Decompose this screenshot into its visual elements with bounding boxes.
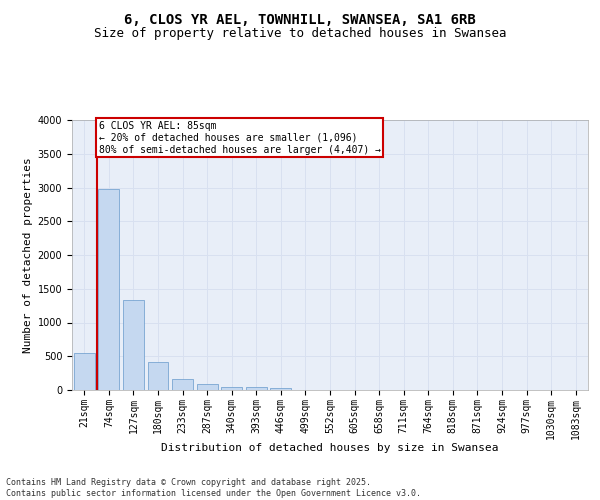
Bar xyxy=(246,388,267,390)
Bar xyxy=(197,384,218,390)
Text: Size of property relative to detached houses in Swansea: Size of property relative to detached ho… xyxy=(94,28,506,40)
Bar xyxy=(74,353,95,390)
Bar xyxy=(123,300,144,390)
X-axis label: Distribution of detached houses by size in Swansea: Distribution of detached houses by size … xyxy=(161,443,499,453)
Text: 6 CLOS YR AEL: 85sqm
← 20% of detached houses are smaller (1,096)
80% of semi-de: 6 CLOS YR AEL: 85sqm ← 20% of detached h… xyxy=(98,122,380,154)
Bar xyxy=(271,388,292,390)
Bar xyxy=(148,362,169,390)
Bar xyxy=(98,189,119,390)
Bar xyxy=(172,378,193,390)
Text: Contains HM Land Registry data © Crown copyright and database right 2025.
Contai: Contains HM Land Registry data © Crown c… xyxy=(6,478,421,498)
Y-axis label: Number of detached properties: Number of detached properties xyxy=(23,157,34,353)
Bar xyxy=(221,386,242,390)
Text: 6, CLOS YR AEL, TOWNHILL, SWANSEA, SA1 6RB: 6, CLOS YR AEL, TOWNHILL, SWANSEA, SA1 6… xyxy=(124,12,476,26)
